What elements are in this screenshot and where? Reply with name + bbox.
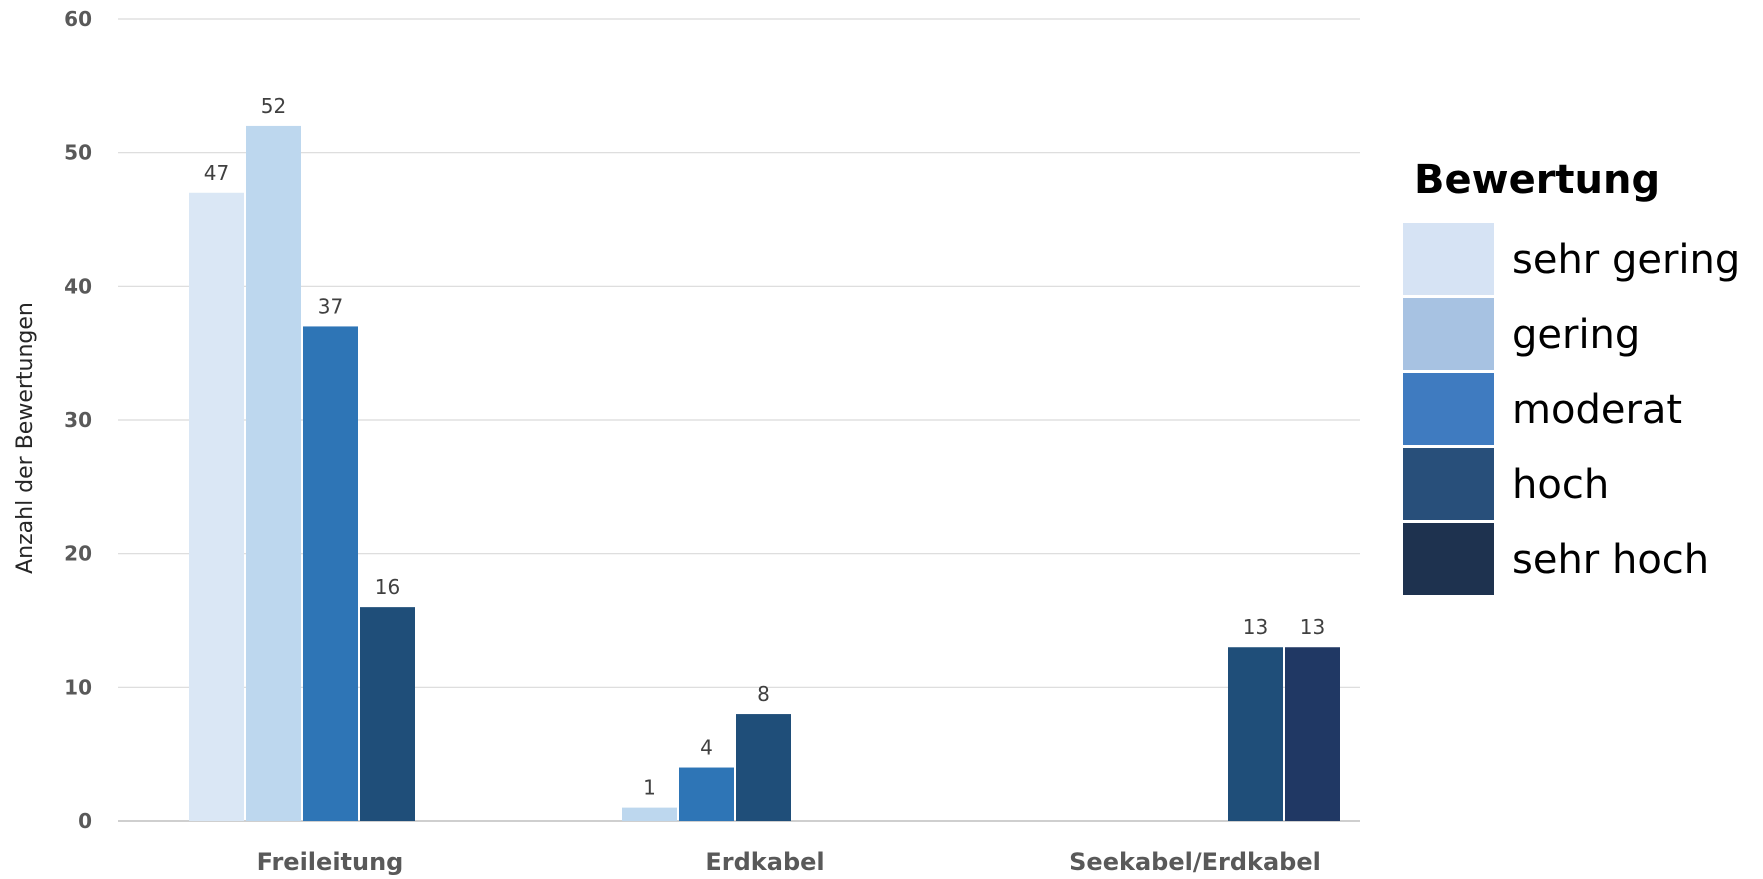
y-tick-label-20: 20	[64, 542, 92, 566]
bar-erdkabel-moderat	[679, 768, 734, 821]
bar-seekabel-erdkabel-hoch	[1228, 647, 1283, 821]
legend-swatch-gering	[1403, 298, 1494, 370]
x-category-label-1: Erdkabel	[705, 848, 824, 876]
legend-label-sehr-gering: sehr gering	[1512, 237, 1740, 283]
data-label-erdkabel-hoch: 8	[757, 682, 770, 706]
bars	[189, 126, 1340, 821]
legend-label-hoch: hoch	[1512, 462, 1609, 508]
data-label-freileitung-moderat: 37	[318, 294, 343, 318]
legend-swatch-moderat	[1403, 373, 1494, 445]
bar-freileitung-sehr-gering	[189, 193, 244, 821]
x-axis-categories: Freileitung Erdkabel Seekabel/Erdkabel	[257, 848, 1321, 876]
bar-freileitung-moderat	[303, 326, 358, 821]
data-label-freileitung-gering: 52	[261, 94, 286, 118]
y-tick-label-10: 10	[64, 675, 92, 699]
data-label-erdkabel-gering: 1	[643, 776, 656, 800]
y-tick-label-40: 40	[64, 274, 92, 298]
bar-freileitung-gering	[246, 126, 301, 821]
data-label-freileitung-hoch: 16	[375, 575, 400, 599]
data-label-erdkabel-moderat: 4	[700, 736, 713, 760]
data-label-seekabel-erdkabel-hoch: 13	[1243, 615, 1268, 639]
legend-label-sehr-hoch: sehr hoch	[1512, 537, 1709, 583]
legend-label-moderat: moderat	[1512, 387, 1682, 433]
bar-freileitung-hoch	[360, 607, 415, 821]
bar-erdkabel-hoch	[736, 714, 791, 821]
legend: Bewertung sehr gering gering moderat hoch se…	[1403, 157, 1740, 595]
legend-title: Bewertung	[1414, 157, 1660, 203]
x-category-label-0: Freileitung	[257, 848, 404, 876]
x-category-label-2: Seekabel/Erdkabel	[1069, 848, 1321, 876]
data-label-seekabel-erdkabel-sehr-hoch: 13	[1300, 615, 1325, 639]
bar-seekabel-erdkabel-sehr-hoch	[1285, 647, 1340, 821]
legend-swatch-sehr-gering	[1403, 223, 1494, 295]
y-tick-label-0: 0	[78, 809, 92, 833]
legend-label-gering: gering	[1512, 312, 1640, 358]
data-label-freileitung-sehr-gering: 47	[204, 161, 229, 185]
y-tick-label-30: 30	[64, 408, 92, 432]
y-tick-label-50: 50	[64, 141, 92, 165]
y-axis-ticks: 0 10 20 30 40 50 60	[64, 7, 92, 833]
legend-swatch-sehr-hoch	[1403, 523, 1494, 595]
y-axis-title: Anzahl der Bewertungen	[13, 302, 38, 574]
bar-erdkabel-gering	[622, 808, 677, 821]
legend-swatch-hoch	[1403, 448, 1494, 520]
y-tick-label-60: 60	[64, 7, 92, 31]
